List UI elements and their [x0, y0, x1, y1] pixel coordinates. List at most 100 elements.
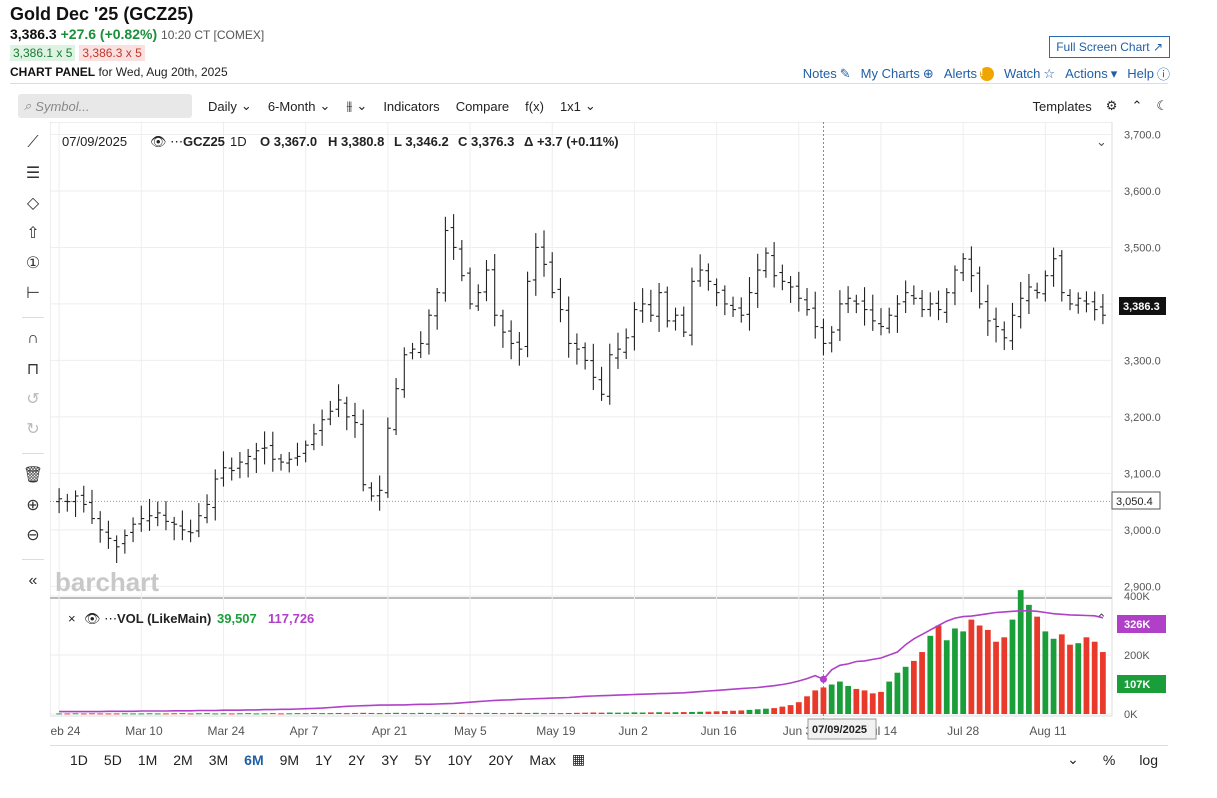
percent-toggle[interactable]: %: [1102, 751, 1116, 768]
eye-icon[interactable]: 👁 ⋯: [150, 134, 183, 149]
templates-button[interactable]: Templates: [1032, 98, 1092, 114]
full-screen-label: Full Screen Chart: [1056, 40, 1150, 54]
ohlc-bar: [582, 342, 589, 370]
chevron-down-double-icon[interactable]: ⌄: [1067, 751, 1079, 767]
zoom-in-icon[interactable]: ⊕: [26, 497, 40, 514]
range-6m[interactable]: 6M: [244, 751, 264, 768]
ohlc-bar: [877, 308, 884, 336]
range-1y[interactable]: 1Y: [315, 751, 333, 768]
range-2y[interactable]: 2Y: [348, 751, 366, 768]
ohlc-bar: [458, 240, 465, 282]
volume-bar: [902, 666, 909, 714]
range-1d[interactable]: 1D: [70, 751, 88, 768]
period-dropdown[interactable]: 6-Month ⌄: [268, 98, 331, 114]
header-divider: [10, 83, 1168, 84]
collapse-up-icon[interactable]: ⌃: [1131, 98, 1143, 113]
volume-bar: [878, 691, 884, 714]
legend-chevron-icon[interactable]: ⌄: [1096, 134, 1107, 149]
watch-button[interactable]: Watch ☆: [1004, 66, 1055, 82]
my-charts-button[interactable]: My Charts ⊕: [861, 66, 934, 82]
symbol-input[interactable]: ⌕ Symbol...: [18, 94, 192, 118]
range-9m[interactable]: 9M: [279, 751, 300, 768]
ohlc-bar: [598, 366, 605, 401]
notes-button[interactable]: Notes ✎: [803, 66, 851, 82]
layout-dropdown[interactable]: 1x1 ⌄: [560, 98, 596, 114]
quote-header: Gold Dec '25 (GCZ25) 3,386.3 +27.6 (+0.8…: [10, 4, 1170, 82]
legend-low: L 3,346.2: [394, 134, 449, 149]
range-20y[interactable]: 20Y: [488, 751, 514, 768]
help-button[interactable]: Help ⓘ: [1127, 64, 1170, 83]
range-3y[interactable]: 3Y: [381, 751, 399, 768]
compare-button[interactable]: Compare: [455, 98, 510, 114]
chevron-down-icon: ⌄: [584, 98, 596, 113]
dark-mode-icon[interactable]: ☾: [1156, 98, 1168, 113]
fib-lines-icon[interactable]: ☰: [25, 165, 41, 182]
range-2m[interactable]: 2M: [173, 751, 193, 768]
volume-bar: [647, 712, 654, 714]
range-5y[interactable]: 5Y: [414, 751, 432, 768]
function-button[interactable]: f(x): [525, 98, 544, 114]
volume-bar: [960, 631, 967, 714]
chart-type-dropdown[interactable]: ⫵ ⌄: [346, 98, 367, 114]
measure-icon[interactable]: ⊢: [26, 285, 40, 302]
crosshair-date-label: 07/09/2025: [807, 718, 877, 740]
gear-icon[interactable]: ⚙: [1105, 98, 1118, 113]
actions-menu[interactable]: Actions ▾: [1065, 66, 1117, 82]
arrow-up-icon[interactable]: ⇧: [26, 225, 40, 242]
log-toggle[interactable]: log: [1139, 751, 1158, 768]
volume-bar: [993, 641, 999, 714]
volume-bar: [1009, 619, 1016, 714]
ohlc-bar: [647, 289, 654, 322]
trendline-icon[interactable]: ⟋: [27, 134, 39, 151]
volume-legend-value: 39,507: [217, 611, 257, 626]
ohlc-bar: [1009, 302, 1016, 350]
ohlc-bar: [1067, 289, 1074, 311]
interval-dropdown[interactable]: Daily ⌄: [208, 98, 252, 114]
ohlc-bar: [565, 296, 572, 358]
range-1m[interactable]: 1M: [137, 751, 158, 768]
indicators-button[interactable]: Indicators: [383, 98, 440, 114]
shapes-icon[interactable]: ◇: [26, 195, 40, 212]
volume-bar: [869, 693, 876, 714]
magnet-icon[interactable]: ∩: [27, 330, 39, 347]
redo-icon[interactable]: ↻: [26, 421, 40, 438]
undo-icon[interactable]: ↺: [26, 391, 40, 408]
volume-ma-line: [59, 609, 1104, 713]
search-icon: ⌕: [24, 98, 32, 113]
zoom-out-icon[interactable]: ⊖: [26, 527, 40, 544]
counter-icon[interactable]: ①: [25, 255, 41, 272]
ohlc-bar: [409, 342, 416, 360]
legend-symbol: GCZ25: [183, 134, 225, 149]
eye-icon[interactable]: 👁 ⋯: [84, 611, 117, 626]
legend-interval: 1D: [230, 134, 247, 149]
ask-badge: 3,386.3 x 5: [79, 45, 145, 61]
range-10y[interactable]: 10Y: [447, 751, 473, 768]
volume-bar: [1001, 637, 1008, 714]
ohlc-bar: [804, 288, 811, 316]
trash-icon[interactable]: 🗑: [22, 467, 44, 484]
collapse-left-icon[interactable]: «: [28, 572, 38, 589]
price-tick-label: 3,500.0: [1124, 242, 1161, 254]
ohlc-bar: [943, 288, 950, 323]
ohlc-bar: [294, 442, 301, 466]
volume-legend-chevron-icon[interactable]: ⌃: [1096, 611, 1107, 626]
range-3m[interactable]: 3M: [208, 751, 229, 768]
range-max[interactable]: Max: [529, 751, 556, 768]
full-screen-button[interactable]: Full Screen Chart ↗: [1049, 36, 1170, 58]
volume-bar: [1050, 638, 1057, 714]
volume-bar: [1017, 590, 1024, 714]
ohlc-bar: [828, 326, 835, 353]
volume-bar: [853, 688, 860, 714]
price-chart[interactable]: 3,700.03,600.03,500.03,400.03,300.03,200…: [50, 122, 1168, 744]
ohlc-bar: [721, 285, 728, 316]
range-5d[interactable]: 5D: [103, 751, 122, 768]
volume-bar: [442, 712, 449, 714]
ohlc-bar: [524, 271, 531, 358]
alerts-button[interactable]: Alerts!: [944, 66, 995, 81]
unlock-icon[interactable]: ⊓: [26, 361, 40, 378]
date-tick-label: Jul 28: [947, 724, 979, 738]
range-bar-right: ⌄ % log: [1067, 751, 1168, 768]
ohlc-bar: [812, 291, 819, 339]
calendar-icon[interactable]: ▦: [571, 751, 586, 767]
close-icon[interactable]: ×: [68, 611, 76, 626]
